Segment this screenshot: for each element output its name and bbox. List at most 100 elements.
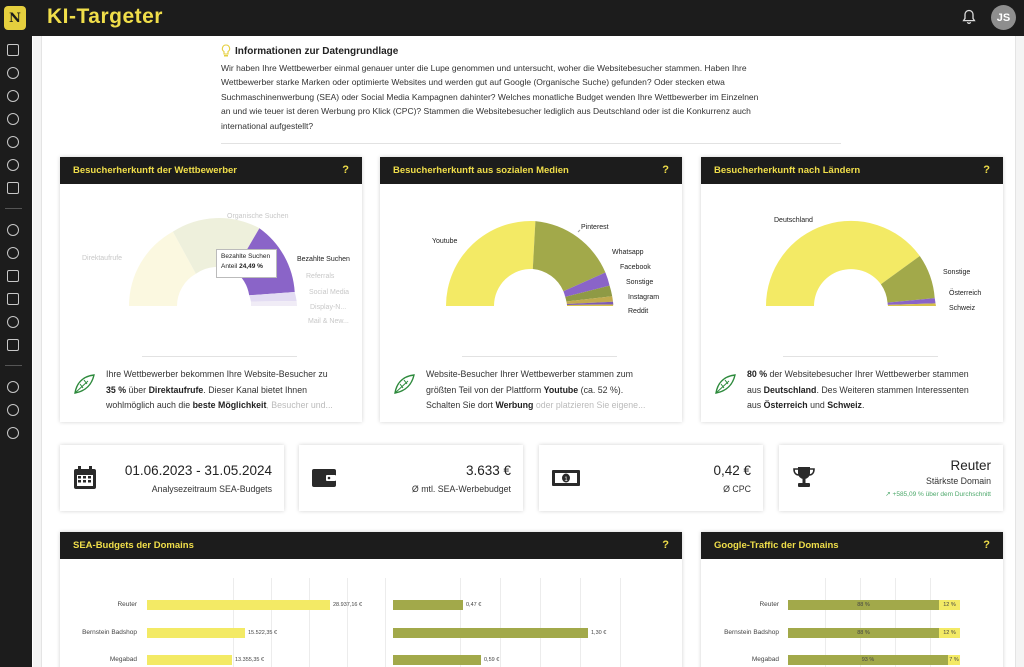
bar-value-paid[interactable]: 12 % — [943, 602, 956, 608]
card-google-traffic: Google-Traffic der Domains? Reuter 88 % 12… — [701, 532, 1003, 667]
help-button[interactable]: ? — [342, 164, 349, 176]
bar-cpc[interactable] — [393, 600, 463, 610]
calendar-icon — [74, 466, 96, 489]
help-button[interactable]: ? — [983, 164, 990, 176]
slice-oesterreich[interactable] — [887, 298, 936, 305]
label-bezahlte-suchen: Bezahlte Suchen — [297, 256, 350, 263]
text-bold: Österreich — [763, 400, 808, 410]
bar-value-organic[interactable]: 88 % — [857, 602, 870, 608]
card-header: Besucherherkunft nach Ländern? — [701, 157, 1003, 184]
bar-value-budget[interactable]: 13.355,35 € — [235, 657, 265, 663]
sidebar-briefcase-icon[interactable] — [7, 339, 19, 351]
sidebar-search-icon[interactable] — [7, 224, 19, 236]
slice-deutschland[interactable] — [765, 220, 920, 306]
bar-value-paid[interactable]: 7 % — [949, 657, 959, 663]
grid-line — [860, 578, 861, 667]
stat-label: Stärkste Domain — [925, 476, 991, 486]
bell-icon[interactable] — [962, 9, 976, 25]
bar-cpc[interactable] — [393, 628, 588, 638]
slice-reddit[interactable] — [567, 304, 614, 307]
card-text-line: größten Teil von der Plattform Youtube (… — [426, 383, 676, 399]
bar-paid[interactable]: 12 % — [939, 600, 960, 610]
label-display: Display-N... — [310, 304, 347, 311]
sidebar-card-icon[interactable] — [7, 293, 19, 305]
leaf-icon — [74, 374, 95, 394]
sidebar-wrench-icon[interactable] — [7, 381, 19, 393]
slice-social-media[interactable] — [250, 301, 297, 306]
bar-budget[interactable] — [147, 628, 245, 638]
stat-analysezeitraum: 01.06.2023 - 31.05.2024 Analysezeitraum … — [60, 445, 284, 511]
bar-budget[interactable] — [147, 600, 330, 610]
bar-value-organic[interactable]: 88 % — [857, 630, 870, 636]
label-sonstige: Sonstige — [943, 269, 971, 276]
bar-value-budget[interactable]: 15.522,35 € — [248, 630, 278, 636]
text: . — [861, 400, 865, 410]
sidebar-target-icon[interactable] — [7, 90, 19, 102]
info-divider — [221, 143, 841, 144]
label-whatsapp: Whatsapp — [612, 249, 644, 256]
grid-line — [895, 578, 896, 667]
bar-paid[interactable]: 7 % — [948, 655, 960, 665]
text: aus — [747, 400, 764, 410]
bar-budget[interactable] — [147, 655, 232, 665]
slice-schweiz[interactable] — [887, 303, 936, 306]
card-header: Besucherherkunft aus sozialen Medien? — [380, 157, 682, 184]
bar-value-budget[interactable]: 28.937,16 € — [333, 602, 363, 608]
sidebar-zoom-icon[interactable] — [7, 159, 19, 171]
sidebar-chart-icon[interactable] — [7, 44, 19, 56]
grid-line — [540, 578, 541, 667]
label-schweiz: Schweiz — [949, 305, 976, 312]
card-title: Besucherherkunft aus sozialen Medien — [393, 165, 569, 176]
card-sea-budgets: SEA-Budgets der Domains? Reuter 28.937,16… — [60, 532, 682, 667]
avatar-initials: JS — [996, 11, 1011, 24]
slice-sonstige[interactable] — [880, 256, 935, 303]
avatar[interactable]: JS — [991, 5, 1016, 30]
sidebar-compass-icon[interactable] — [7, 113, 19, 125]
bar-label[interactable]: Bernstein Badshop — [724, 629, 779, 636]
sidebar-location-icon[interactable] — [7, 67, 19, 79]
bar-label[interactable]: Bernstein Badshop — [82, 629, 137, 636]
sidebar-users-icon[interactable] — [7, 404, 19, 416]
help-button[interactable]: ? — [662, 539, 669, 551]
bar-label[interactable]: Reuter — [117, 601, 137, 608]
slice-youtube[interactable] — [446, 220, 536, 306]
bar-label[interactable]: Reuter — [759, 601, 779, 608]
slice-pinterest[interactable] — [532, 221, 606, 292]
bar-cpc[interactable] — [393, 655, 481, 665]
sidebar-list-icon[interactable] — [7, 270, 19, 282]
sidebar-trend-icon[interactable] — [7, 182, 19, 194]
slice-referrals[interactable] — [249, 292, 297, 302]
sidebar-search-target-icon[interactable] — [7, 136, 19, 148]
top-bar: N KI-Targeter JS — [0, 0, 1024, 36]
text: der Websitebesucher Ihrer Wettbewerber s… — [767, 369, 969, 379]
bar-organic[interactable]: 93 % — [788, 655, 948, 665]
info-line: Suchmaschinenwerbung (SEA) oder Social M… — [221, 91, 759, 102]
slice-whatsapp[interactable] — [563, 272, 610, 297]
bar-value-cpc[interactable]: 0,47 € — [466, 602, 482, 608]
bar-value-organic[interactable]: 93 % — [861, 657, 875, 663]
sidebar-globe-icon[interactable] — [7, 247, 19, 259]
help-button[interactable]: ? — [662, 164, 669, 176]
slice-facebook[interactable] — [565, 285, 613, 302]
pie-chart-social — [446, 220, 614, 307]
bar-label[interactable]: Megabad — [751, 656, 779, 663]
bar-organic[interactable]: 88 % — [788, 600, 939, 610]
stat-value: 3.633 € — [465, 463, 511, 478]
bar-value-cpc[interactable]: 1,30 € — [591, 630, 607, 636]
text-faded: oder platzieren Sie eigene... — [533, 400, 646, 410]
logo[interactable]: N — [4, 6, 26, 30]
bar-organic[interactable]: 88 % — [788, 628, 939, 638]
sidebar-bullseye-icon[interactable] — [7, 316, 19, 328]
label-social-media: Social Media — [309, 289, 350, 296]
text: (ca. 52 %). — [578, 384, 624, 395]
sidebar-play-icon[interactable] — [7, 427, 19, 439]
bar-value-paid[interactable]: 12 % — [943, 630, 956, 636]
slice-instagram[interactable] — [566, 301, 614, 305]
slice-direktaufrufe[interactable] — [129, 231, 196, 306]
card-text: Website-Besucher Ihrer Wettbewerber stam… — [426, 367, 676, 414]
slice-sonstige[interactable] — [566, 296, 613, 304]
bar-paid[interactable]: 12 % — [939, 628, 960, 638]
bar-value-cpc[interactable]: 0,59 € — [484, 657, 500, 663]
bar-label[interactable]: Megabad — [109, 656, 137, 663]
help-button[interactable]: ? — [983, 539, 990, 551]
